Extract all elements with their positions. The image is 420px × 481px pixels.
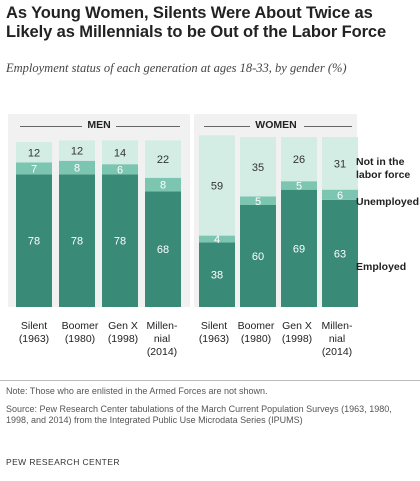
data-label-women-silent-employed: 38 <box>211 270 223 282</box>
bar-men-millennial-employed <box>145 191 181 307</box>
bar-women-boomer-not-in-labor-force <box>240 137 276 197</box>
category-label-silent-men: Silent (1963) <box>9 320 59 346</box>
category-label-line: (1963) <box>198 333 230 345</box>
category-label-line: Boomer <box>237 320 275 332</box>
category-label-millennial-women: Millen- nial (2014) <box>312 320 362 359</box>
category-label-line: Millen- <box>321 320 353 332</box>
data-label-men-boomer-not-in-labor-force: 12 <box>71 146 83 158</box>
category-label-boomer-men: Boomer (1980) <box>55 320 105 346</box>
data-label-men-millennial-unemployed: 8 <box>160 180 166 192</box>
category-label-line: (1963) <box>18 333 50 345</box>
bar-women-millennial-employed <box>322 199 358 307</box>
category-label-line: nial <box>153 333 171 345</box>
men-panel-rule-right <box>116 126 180 127</box>
women-panel-rule-right <box>304 126 352 127</box>
category-label-line: (2014) <box>321 346 353 358</box>
bar-women-silent-not-in-labor-force <box>199 135 235 236</box>
data-label-women-genx-not-in-labor-force: 26 <box>293 154 305 166</box>
bar-men-silent-employed <box>16 174 52 307</box>
chart-title: As Young Women, Silents Were About Twice… <box>6 4 387 41</box>
data-label-women-genx-employed: 69 <box>293 243 305 255</box>
category-label-line: (1980) <box>64 333 96 345</box>
category-label-line: Silent <box>200 320 228 332</box>
category-label-line: (2014) <box>146 346 178 358</box>
data-label-men-millennial-employed: 68 <box>157 244 169 256</box>
data-label-men-boomer-unemployed: 8 <box>74 163 80 175</box>
data-label-men-boomer-employed: 78 <box>71 236 83 248</box>
data-label-women-millennial-not-in-labor-force: 31 <box>334 158 346 170</box>
women-panel-rule-left <box>204 126 250 127</box>
bar-men-millennial-unemployed <box>145 177 181 192</box>
data-label-women-boomer-employed: 60 <box>252 251 264 263</box>
footer-divider <box>0 380 420 381</box>
category-label-line: Millen- <box>146 320 178 332</box>
data-label-women-millennial-unemployed: 6 <box>337 190 343 202</box>
data-label-women-boomer-not-in-labor-force: 35 <box>252 162 264 174</box>
legend-employed: Employed <box>356 261 407 273</box>
bar-women-genx-employed <box>281 189 317 307</box>
data-label-men-silent-not-in-labor-force: 12 <box>28 147 40 159</box>
bar-men-boomer-employed <box>59 174 95 307</box>
legend-label-line: labor force <box>356 169 411 181</box>
category-label-line: Boomer <box>61 320 99 332</box>
category-label-line: (1998) <box>107 333 139 345</box>
category-label-boomer-women: Boomer (1980) <box>231 320 281 346</box>
bar-women-genx-unemployed <box>281 181 317 190</box>
bar-men-genx-employed <box>102 174 138 307</box>
data-label-men-millennial-not-in-labor-force: 22 <box>157 154 169 166</box>
women-panel-label: WOMEN <box>255 119 297 131</box>
bar-men-genx-unemployed <box>102 164 138 175</box>
category-label-line: Silent <box>20 320 48 332</box>
category-label-millennial-men: Millen- nial (2014) <box>137 320 187 359</box>
data-label-men-genx-unemployed: 6 <box>117 164 123 176</box>
category-label-line: nial <box>328 333 346 345</box>
data-label-women-silent-unemployed: 4 <box>214 234 220 246</box>
men-panel-rule-left <box>20 126 82 127</box>
data-label-men-genx-not-in-labor-force: 14 <box>114 147 126 159</box>
bar-women-genx-not-in-labor-force <box>281 137 317 182</box>
legend-unemployed: Unemployed <box>356 196 420 208</box>
category-label-line: Gen X <box>108 320 138 332</box>
bar-women-millennial-unemployed <box>322 189 358 200</box>
bar-men-silent-not-in-labor-force <box>16 142 52 163</box>
data-label-men-genx-employed: 78 <box>114 236 126 248</box>
category-label-silent-women: Silent (1963) <box>189 320 239 346</box>
legend-not-in-labor-force: Not in the labor force <box>356 156 410 182</box>
chart-note: Note: Those who are enlisted in the Arme… <box>6 386 268 396</box>
bar-men-millennial-not-in-labor-force <box>145 140 181 178</box>
data-label-women-boomer-unemployed: 5 <box>255 196 261 208</box>
bar-men-boomer-unemployed <box>59 160 95 175</box>
bar-men-genx-not-in-labor-force <box>102 140 138 165</box>
bar-women-boomer-unemployed <box>240 196 276 205</box>
brand-label: PEW RESEARCH CENTER <box>6 457 120 467</box>
chart-subtitle: Employment status of each generation at … <box>6 61 347 75</box>
data-label-women-millennial-employed: 63 <box>334 248 346 260</box>
chart-source: Source: Pew Research Center tabulations … <box>6 404 392 425</box>
data-label-women-silent-not-in-labor-force: 59 <box>211 180 223 192</box>
bar-women-millennial-not-in-labor-force <box>322 137 358 190</box>
data-label-men-silent-unemployed: 7 <box>31 163 37 175</box>
bar-men-silent-unemployed <box>16 162 52 175</box>
data-label-men-silent-employed: 78 <box>28 236 40 248</box>
bar-men-boomer-not-in-labor-force <box>59 140 95 161</box>
category-label-line: Gen X <box>282 320 312 332</box>
stacked-bar-chart: 78 7 12 78 8 12 78 6 14 68 8 22 38 4 59 60 5 35 69 5 26 63 6 31 <box>16 135 358 307</box>
category-label-line: (1980) <box>240 333 272 345</box>
bar-women-silent-unemployed <box>199 235 235 243</box>
legend-label-line: Not in the <box>356 156 405 168</box>
category-label-genx-women: Gen X (1998) <box>272 320 322 346</box>
bar-women-silent-employed <box>199 242 235 307</box>
category-label-line: (1998) <box>281 333 313 345</box>
category-label-genx-men: Gen X (1998) <box>98 320 148 346</box>
data-label-women-genx-unemployed: 5 <box>296 180 302 192</box>
bar-women-boomer-employed <box>240 205 276 307</box>
men-panel-label: MEN <box>87 119 111 131</box>
